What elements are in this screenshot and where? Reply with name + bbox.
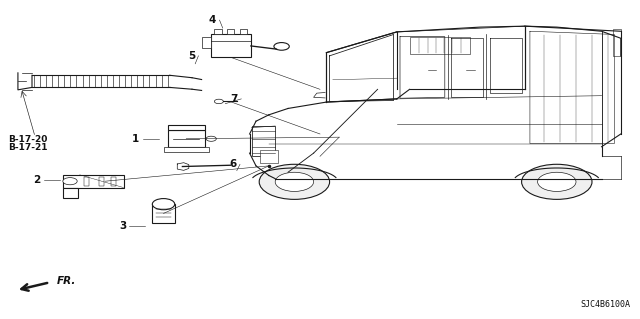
Circle shape — [274, 42, 289, 50]
Bar — [252, 126, 275, 156]
Text: 5: 5 — [188, 51, 195, 61]
Text: 2: 2 — [33, 175, 40, 185]
Bar — [152, 204, 175, 223]
Bar — [111, 177, 116, 186]
Bar — [63, 188, 78, 198]
Circle shape — [214, 99, 223, 104]
Bar — [63, 175, 124, 188]
Bar — [613, 29, 621, 56]
Circle shape — [538, 172, 576, 191]
Bar — [227, 29, 234, 34]
Text: 1: 1 — [132, 134, 140, 144]
Text: 6: 6 — [230, 159, 237, 169]
Bar — [202, 37, 211, 48]
Circle shape — [63, 178, 77, 185]
Text: 7: 7 — [230, 94, 238, 104]
Text: FR.: FR. — [56, 276, 76, 286]
Bar — [164, 147, 209, 152]
Circle shape — [259, 164, 330, 199]
Circle shape — [206, 136, 216, 141]
Bar — [84, 177, 89, 186]
Bar — [168, 125, 205, 130]
Bar — [168, 130, 205, 147]
Bar — [214, 29, 221, 34]
Bar — [211, 34, 251, 57]
Circle shape — [152, 198, 175, 210]
Circle shape — [275, 172, 314, 191]
Bar — [99, 177, 104, 186]
Bar — [410, 37, 470, 54]
Bar — [260, 150, 278, 163]
Text: B-17-21: B-17-21 — [8, 143, 47, 152]
Text: B-17-20: B-17-20 — [8, 135, 47, 144]
Bar — [240, 29, 247, 34]
Text: 4: 4 — [209, 15, 216, 25]
Text: 3: 3 — [119, 221, 126, 232]
Circle shape — [522, 164, 592, 199]
Text: SJC4B6100A: SJC4B6100A — [580, 300, 630, 309]
